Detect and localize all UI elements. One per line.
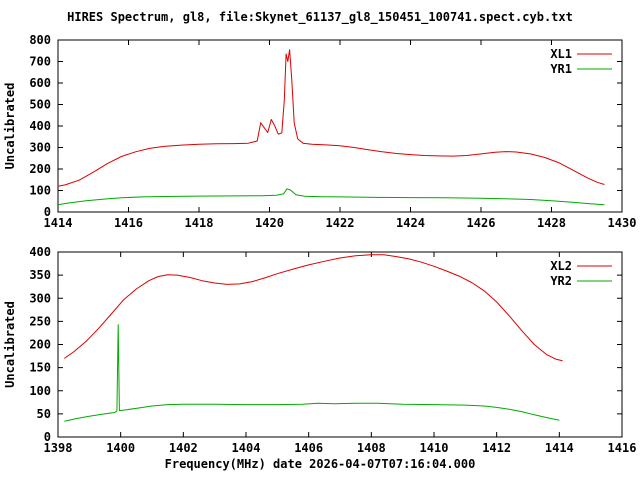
y-axis-label: Uncalibrated — [3, 301, 17, 388]
x-tick-label: 1430 — [608, 216, 637, 230]
y-tick-label: 250 — [29, 314, 51, 328]
y-tick-label: 100 — [29, 384, 51, 398]
y-tick-label: 0 — [44, 205, 51, 219]
series-YR2-line — [64, 324, 560, 422]
x-tick-label: 1404 — [232, 441, 261, 455]
series-YR1-line — [57, 188, 605, 206]
y-tick-label: 200 — [29, 338, 51, 352]
x-axis-label: Frequency(MHz) date 2026-04-07T07:16:04.… — [164, 457, 476, 471]
x-tick-label: 1420 — [255, 216, 284, 230]
legend-label-YR2: YR2 — [550, 274, 572, 288]
legend-label-XL1: XL1 — [550, 47, 572, 61]
x-tick-label: 1418 — [185, 216, 214, 230]
x-tick-label: 1414 — [44, 216, 73, 230]
y-tick-label: 100 — [29, 184, 51, 198]
series-XL2-line — [64, 254, 563, 362]
y-tick-label: 300 — [29, 141, 51, 155]
y-tick-label: 700 — [29, 55, 51, 69]
y-tick-label: 400 — [29, 245, 51, 259]
x-tick-label: 1428 — [537, 216, 566, 230]
y-tick-label: 300 — [29, 291, 51, 305]
x-tick-label: 1416 — [114, 216, 143, 230]
x-tick-label: 1398 — [44, 441, 73, 455]
series-XL1-line — [57, 49, 605, 187]
x-tick-label: 1410 — [420, 441, 449, 455]
y-axis-label: Uncalibrated — [3, 83, 17, 170]
x-tick-label: 1402 — [169, 441, 198, 455]
y-tick-label: 0 — [44, 430, 51, 444]
plot-border — [57, 39, 623, 213]
y-tick-label: 350 — [29, 268, 51, 282]
y-tick-label: 500 — [29, 98, 51, 112]
y-tick-label: 200 — [29, 162, 51, 176]
top-plot: 1414 1416 1418 1420 1422 1424 1426 1428 1430 0 100… — [3, 33, 637, 230]
y-tick-label: 400 — [29, 119, 51, 133]
bottom-plot: 1398 1400 1402 1404 1406 1408 1410 1412 1414 1416… — [3, 245, 637, 455]
x-tick-label: 1406 — [294, 441, 323, 455]
x-tick-label: 1424 — [396, 216, 425, 230]
y-tick-label: 150 — [29, 361, 51, 375]
y-tick-label: 800 — [29, 33, 51, 47]
x-tick-label: 1416 — [608, 441, 637, 455]
x-tick-label: 1426 — [467, 216, 496, 230]
x-tick-label: 1400 — [106, 441, 135, 455]
x-tick-label: 1422 — [326, 216, 355, 230]
plot-border — [57, 251, 623, 438]
y-tick-label: 600 — [29, 76, 51, 90]
x-tick-label: 1408 — [357, 441, 386, 455]
chart-title: HIRES Spectrum, gl8, file:Skynet_61137_g… — [67, 10, 573, 24]
x-tick-label: 1414 — [545, 441, 574, 455]
legend-label-XL2: XL2 — [550, 259, 572, 273]
legend-label-YR1: YR1 — [550, 62, 572, 76]
y-tick-label: 50 — [37, 407, 51, 421]
x-tick-label: 1412 — [482, 441, 511, 455]
